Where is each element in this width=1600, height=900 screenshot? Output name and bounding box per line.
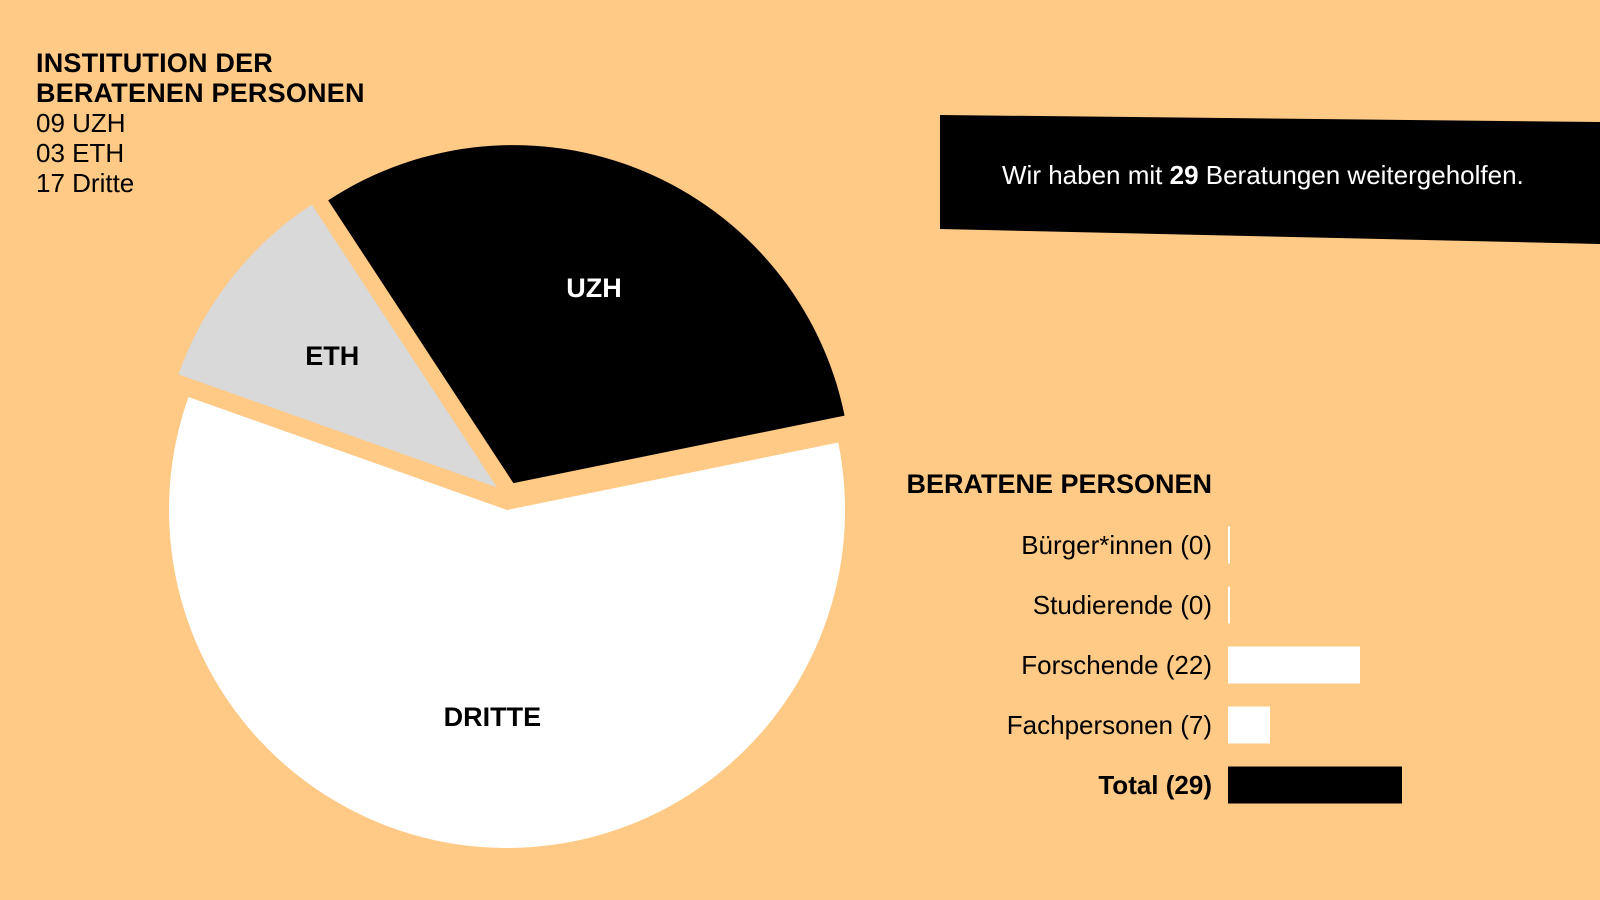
institution-title: INSTITUTION DER BERATENEN PERSONEN bbox=[36, 48, 365, 108]
banner-suffix: Beratungen weitergeholfen. bbox=[1198, 160, 1524, 190]
pie-label-uzh: UZH bbox=[566, 273, 622, 303]
bar-label-fachpersonen-7: Fachpersonen (7) bbox=[1007, 710, 1212, 740]
pie-chart: UZH DRITTE ETH bbox=[169, 145, 846, 848]
institution-line-uzh: 09 UZH bbox=[36, 108, 126, 138]
pie-label-eth: ETH bbox=[305, 341, 359, 371]
bar-chart-title: BERATENE PERSONEN bbox=[906, 469, 1212, 499]
pie-slice-dritte bbox=[169, 396, 846, 848]
summary-banner-text: Wir haben mit 29 Beratungen weitergeholf… bbox=[1002, 160, 1524, 191]
banner-prefix: Wir haben mit bbox=[1002, 160, 1170, 190]
bar-b-rger-innen-0 bbox=[1228, 526, 1230, 564]
pie-slice-eth bbox=[178, 204, 497, 488]
pie-label-dritte: DRITTE bbox=[444, 702, 542, 732]
bar-label-forschende-22: Forschende (22) bbox=[1021, 650, 1212, 680]
banner-background bbox=[940, 115, 1600, 244]
bar-label-studierende-0: Studierende (0) bbox=[1033, 590, 1212, 620]
bar-forschende-22 bbox=[1228, 646, 1360, 684]
bar-studierende-0 bbox=[1228, 586, 1230, 624]
pie-slice-uzh bbox=[328, 145, 845, 484]
bar-label-b-rger-innen-0: Bürger*innen (0) bbox=[1021, 530, 1212, 560]
banner-count: 29 bbox=[1169, 160, 1199, 190]
institution-line-dritte: 17 Dritte bbox=[36, 168, 135, 198]
bar-fachpersonen-7 bbox=[1228, 706, 1270, 744]
institution-line-eth: 03 ETH bbox=[36, 138, 125, 168]
bar-total-29 bbox=[1228, 766, 1402, 804]
bar-label-total-29: Total (29) bbox=[1098, 770, 1212, 800]
institution-summary: INSTITUTION DER BERATENEN PERSONEN 09 UZ… bbox=[36, 48, 366, 198]
bar-chart: BERATENE PERSONEN Bürger*innen (0) Studier… bbox=[906, 469, 1402, 804]
